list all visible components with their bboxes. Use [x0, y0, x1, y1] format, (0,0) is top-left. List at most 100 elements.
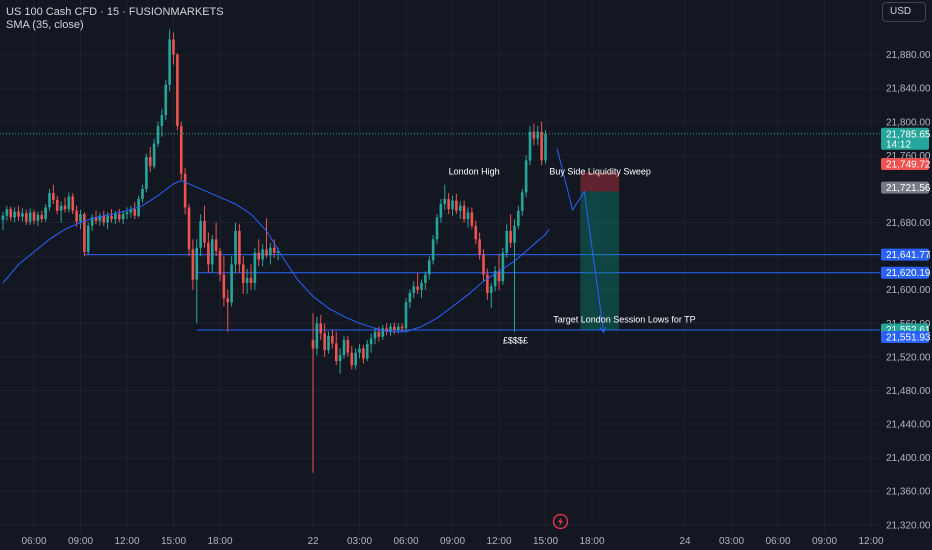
candle-body	[148, 157, 152, 167]
annotation-london-high[interactable]: London High	[449, 167, 500, 177]
candle-body	[439, 204, 443, 218]
candle-body	[393, 326, 396, 330]
candle-body	[71, 196, 75, 211]
candle-body	[482, 254, 485, 275]
candle-body	[493, 271, 497, 287]
candle-body	[172, 39, 175, 55]
annotation-sss[interactable]: £$$$£	[503, 335, 528, 345]
annotation-target-tp[interactable]: Target London Session Lows for TP	[553, 314, 695, 324]
candle-body	[323, 333, 326, 351]
candle-body	[106, 215, 109, 223]
candle-body	[276, 251, 280, 253]
candle-body	[241, 264, 245, 283]
projection-line	[556, 148, 605, 333]
candle-body	[164, 84, 168, 116]
price-tick-label: 21,680.00	[886, 218, 931, 229]
candle-body	[168, 39, 171, 85]
time-tick-label: 09:00	[440, 536, 465, 547]
candle-body	[5, 209, 9, 216]
candle-body	[117, 214, 121, 220]
candle-body	[90, 217, 94, 226]
candle-body	[141, 188, 144, 200]
candle-body	[505, 230, 509, 253]
candle-body	[86, 225, 90, 252]
current-price-tag-bg	[881, 127, 929, 150]
time-tick-label: 22	[307, 536, 319, 547]
candle-body	[346, 340, 350, 353]
price-tick-label: 21,840.00	[886, 84, 931, 95]
candle-body	[272, 247, 276, 253]
candle-body	[52, 193, 55, 200]
candle-body	[431, 239, 435, 261]
time-tick-label: 12:00	[486, 536, 511, 547]
price-axis[interactable]: 21,880.00 21,840.00 21,800.00 21,760.00 21,6…	[886, 50, 931, 531]
indicator-label[interactable]: SMA (35, close)	[6, 19, 84, 31]
sma-line	[2, 179, 550, 333]
candle-body	[420, 282, 423, 290]
candle-body	[369, 338, 373, 345]
candle-body	[385, 328, 388, 332]
candle-body	[342, 340, 346, 356]
candle-body	[245, 277, 249, 283]
candle-body	[269, 247, 272, 256]
candle-body	[520, 192, 524, 211]
gray-price-tag-bg	[881, 181, 929, 194]
candle-body	[389, 326, 392, 332]
level-price-tag: 21,641.77	[886, 250, 931, 261]
candlestick-series	[1, 29, 547, 473]
candle-body	[191, 249, 195, 280]
candle-body	[125, 212, 129, 215]
candle-body	[207, 242, 210, 265]
candle-body	[528, 131, 532, 161]
candle-body	[156, 125, 160, 144]
time-tick-label: 03:00	[719, 536, 744, 547]
candle-body	[36, 214, 40, 221]
candle-body	[179, 125, 183, 174]
candle-body	[230, 264, 233, 303]
candle-body	[501, 252, 505, 282]
candle-body	[234, 230, 237, 265]
time-tick-label: 15:00	[161, 536, 186, 547]
candle-body	[1, 215, 5, 220]
candle-body	[98, 215, 102, 221]
candle-body	[319, 323, 323, 334]
projection-arrowhead	[599, 326, 607, 334]
currency-button[interactable]: USD	[882, 2, 926, 22]
price-tick-label: 21,440.00	[886, 420, 931, 431]
candle-body	[427, 260, 431, 275]
lightning-logo-icon[interactable]	[552, 513, 569, 530]
candle-body	[451, 200, 454, 210]
annotation-buy-side-liquidity[interactable]: Buy Side Liquidity Sweep	[549, 167, 651, 177]
candle-body	[261, 249, 264, 260]
candle-body	[416, 286, 419, 290]
projection-path[interactable]	[556, 148, 607, 334]
price-tick-label: 21,400.00	[886, 453, 931, 464]
horizontal-levels[interactable]	[84, 254, 880, 331]
price-tick-label: 21,800.00	[886, 117, 931, 128]
candle-body	[222, 274, 226, 299]
price-tick-label: 21,600.00	[886, 285, 931, 296]
time-axis[interactable]: 06:00 09:00 12:00 15:00 18:00 22 03:00 06:00 09:…	[21, 536, 883, 547]
chart-annotations[interactable]: London High Buy Side Liquidity Sweep £$$…	[449, 167, 696, 346]
level-price-tag-bg	[881, 266, 929, 279]
candle-body	[377, 331, 381, 337]
candle-body	[536, 131, 540, 139]
candle-body	[75, 210, 78, 222]
candle-body	[40, 214, 44, 220]
candle-body	[474, 225, 478, 240]
gray-price-tag: 21,721.56	[886, 183, 931, 194]
candle-body	[238, 230, 241, 265]
candle-body	[187, 207, 191, 250]
candle-body	[338, 355, 342, 362]
candle-body	[67, 196, 71, 210]
candle-body	[79, 214, 82, 222]
candle-body	[365, 344, 369, 359]
symbol-title[interactable]: US 100 Cash CFD · 15 · FUSIONMARKETS	[6, 6, 224, 18]
candle-body	[462, 205, 466, 220]
time-tick-label: 09:00	[68, 536, 93, 547]
level-price-tag-bg	[881, 331, 929, 344]
candle-body	[129, 209, 133, 213]
candle-body	[396, 326, 400, 330]
take-profit-zone	[580, 191, 620, 330]
